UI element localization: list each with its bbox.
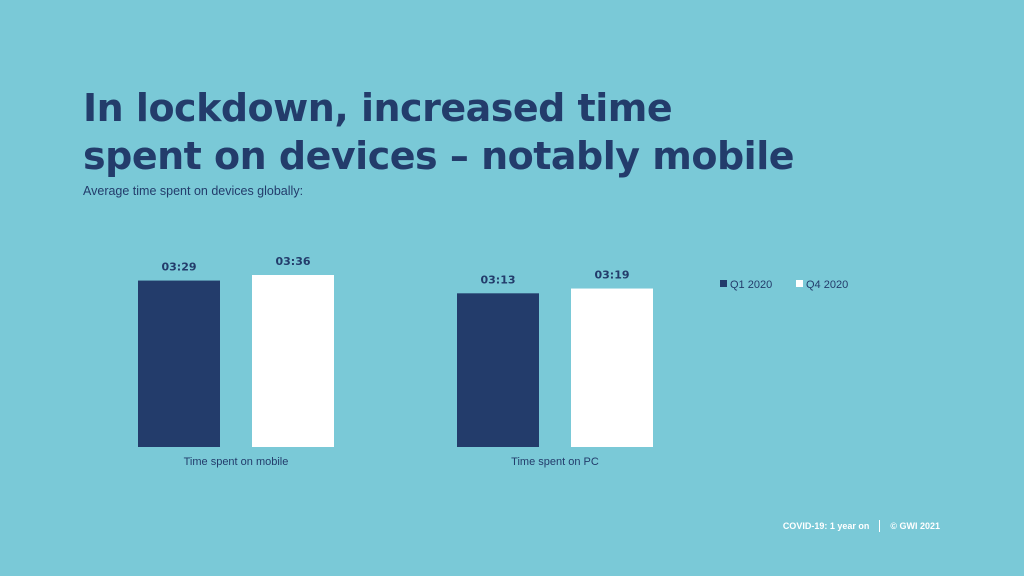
legend-swatch: [796, 280, 803, 287]
data-label: 03:19: [594, 269, 629, 282]
footer-source: COVID-19: 1 year on: [782, 521, 870, 531]
bar-q4-1: [571, 288, 653, 447]
bar-q1-1: [457, 293, 539, 447]
bar-q1-0: [138, 280, 220, 447]
title-line-2: spent on devices – notably mobile: [83, 134, 795, 178]
data-label: 03:13: [480, 273, 515, 286]
category-label: Time spent on mobile: [184, 456, 289, 468]
data-label: 03:29: [161, 261, 196, 274]
legend-label: Q1 2020: [730, 279, 772, 291]
footer-divider: [879, 520, 881, 532]
footer-copyright: © GWI 2021: [890, 521, 940, 531]
footer: COVID-19: 1 year on © GWI 2021: [783, 520, 940, 532]
page-title: In lockdown, increased time spent on dev…: [83, 84, 795, 180]
category-label: Time spent on PC: [511, 456, 599, 468]
legend-swatch: [720, 280, 727, 287]
legend-label: Q4 2020: [806, 279, 848, 291]
bar-q4-0: [252, 275, 334, 447]
title-line-1: In lockdown, increased time: [83, 86, 673, 130]
data-label: 03:36: [275, 255, 310, 268]
chart-subtitle: Average time spent on devices globally:: [83, 184, 304, 198]
